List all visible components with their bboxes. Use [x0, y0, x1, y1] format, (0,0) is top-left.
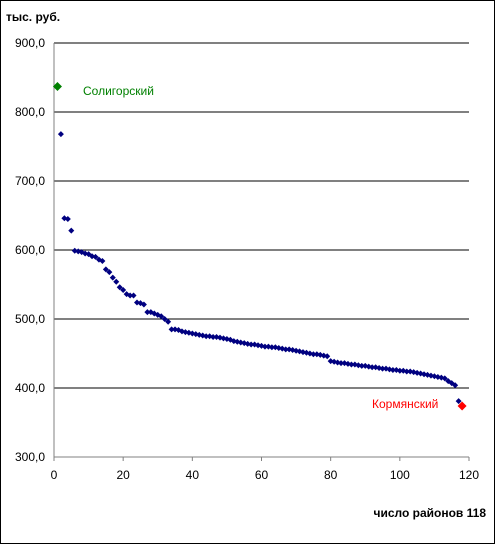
annotation-kormyansky: Кормянский — [372, 397, 438, 411]
data-point — [282, 346, 289, 353]
data-point — [455, 398, 462, 405]
data-point — [140, 301, 147, 308]
data-point — [158, 313, 165, 320]
y-axis-label: тыс. руб. — [6, 10, 60, 24]
data-point — [268, 344, 275, 351]
x-tick-label: 40 — [186, 468, 200, 482]
data-point — [452, 382, 459, 389]
y-tick-label: 800,0 — [15, 105, 45, 119]
data-point — [310, 351, 317, 358]
data-point — [130, 292, 137, 299]
data-point — [116, 284, 123, 291]
data-point — [161, 316, 168, 322]
data-point — [113, 278, 120, 285]
y-tick-label: 700,0 — [15, 174, 45, 188]
data-points — [52, 81, 467, 411]
data-point — [441, 375, 448, 382]
x-tick-label: 120 — [459, 468, 479, 482]
data-point — [248, 341, 255, 348]
data-point — [106, 269, 113, 276]
data-point — [64, 215, 71, 222]
data-point — [203, 333, 210, 340]
data-point — [68, 227, 75, 234]
x-tick-label: 100 — [390, 468, 410, 482]
data-point — [120, 287, 127, 294]
data-point — [210, 333, 217, 340]
data-point — [99, 258, 106, 265]
data-point — [338, 360, 345, 367]
data-point — [348, 361, 355, 368]
y-tick-label: 900,0 — [15, 36, 45, 50]
data-point — [261, 343, 268, 350]
data-point — [379, 365, 386, 372]
data-point — [389, 367, 396, 374]
data-point — [109, 274, 116, 281]
data-point — [251, 341, 258, 348]
gridlines — [53, 42, 470, 461]
y-tick-label: 500,0 — [15, 312, 45, 326]
y-tick-label: 600,0 — [15, 243, 45, 257]
x-tick-label: 0 — [51, 468, 58, 482]
data-point — [85, 251, 92, 258]
x-axis-label: число районов 118 — [373, 506, 486, 520]
annotation-soligorsky: Солигорский — [83, 84, 154, 98]
x-tick-label: 80 — [324, 468, 338, 482]
data-point — [369, 364, 376, 371]
y-tick-label: 300,0 — [15, 450, 45, 464]
data-point — [165, 318, 172, 325]
data-point — [358, 362, 365, 369]
data-point — [403, 368, 410, 375]
data-point — [324, 353, 331, 360]
data-point — [92, 253, 99, 260]
y-tick-label: 400,0 — [15, 381, 45, 395]
tick-labels: 300,0 400,0 500,0 600,0 700,0 800,0 900,0 0 20 40… — [15, 36, 479, 482]
data-point — [102, 266, 109, 273]
x-tick-label: 20 — [116, 468, 130, 482]
data-point — [127, 292, 134, 299]
data-point — [168, 326, 175, 333]
x-tick-label: 60 — [255, 468, 269, 482]
data-point — [144, 309, 151, 316]
data-point — [396, 367, 403, 374]
data-point — [57, 131, 64, 138]
data-point — [82, 250, 89, 257]
data-point — [457, 401, 467, 411]
data-point — [52, 81, 62, 91]
